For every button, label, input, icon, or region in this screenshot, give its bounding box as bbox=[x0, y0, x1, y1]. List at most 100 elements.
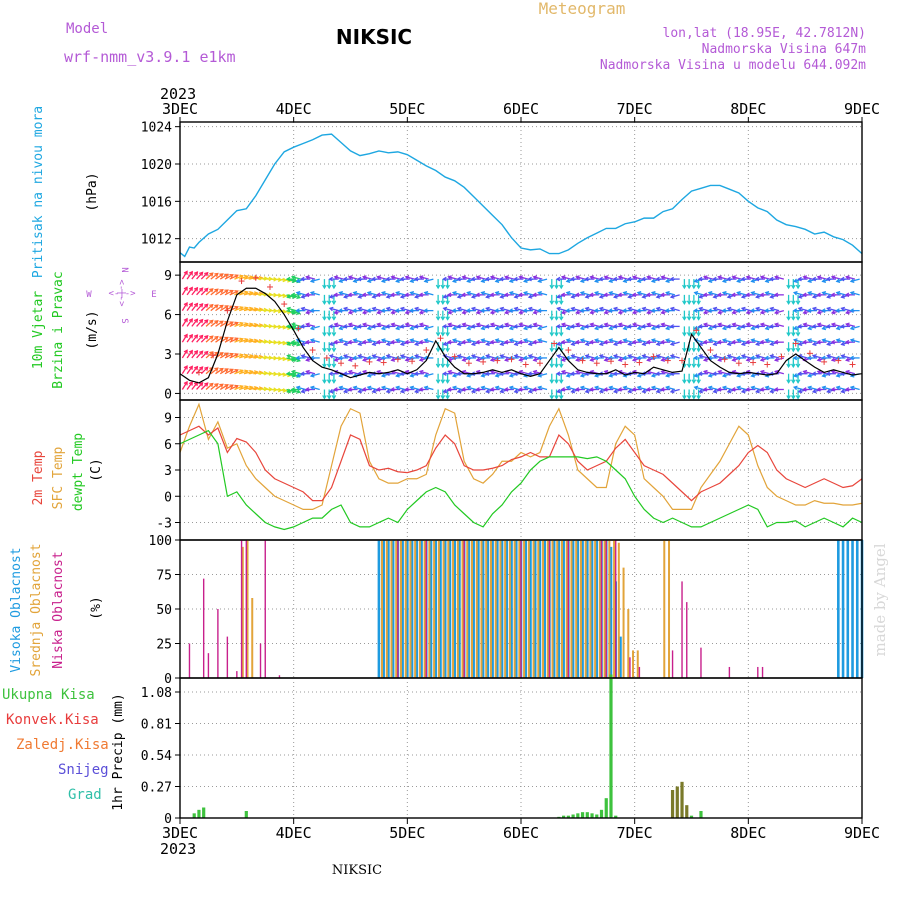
wind-arrowhead bbox=[669, 388, 675, 394]
wind-arrow bbox=[367, 386, 377, 391]
wind-arrowhead bbox=[686, 395, 692, 400]
wind-arrowhead bbox=[802, 292, 807, 298]
wind-arrowhead bbox=[795, 347, 801, 353]
wind-arrowhead bbox=[290, 310, 296, 315]
wind-arrow bbox=[253, 355, 263, 359]
wind-arrowhead bbox=[295, 385, 301, 391]
wind-arrowhead bbox=[584, 276, 589, 282]
wind-arrowhead bbox=[594, 278, 599, 283]
wind-arrowhead bbox=[764, 385, 770, 391]
wind-arrowhead bbox=[840, 388, 845, 394]
wind-arrowhead bbox=[475, 387, 480, 392]
wind-arrow bbox=[708, 386, 718, 391]
wind-arrow bbox=[490, 276, 500, 280]
wind-arrow bbox=[812, 307, 822, 312]
wind-arrowhead bbox=[347, 369, 353, 375]
wind-arrowhead bbox=[835, 290, 841, 296]
wind-arrowhead bbox=[371, 354, 377, 359]
y-tick-label: -3 bbox=[156, 517, 172, 532]
wind-compass: N S W E <-|-> <-|-> bbox=[86, 267, 156, 323]
wind-arrowhead bbox=[527, 354, 533, 359]
wind-arrow bbox=[191, 382, 198, 390]
wind-arrowhead bbox=[693, 308, 698, 313]
wind-arrowhead bbox=[322, 332, 327, 337]
wind-arrow bbox=[296, 386, 306, 391]
wind-arrow bbox=[727, 354, 737, 359]
wind-arrowhead bbox=[352, 355, 357, 361]
wind-arrowhead bbox=[797, 276, 802, 282]
footer-station: NIKSIC bbox=[332, 863, 382, 878]
wind-arrow bbox=[523, 291, 534, 296]
wind-arrowhead bbox=[731, 275, 737, 280]
wind-arrowhead bbox=[792, 308, 798, 313]
wind-arrowhead bbox=[440, 347, 446, 353]
wind-arrowhead bbox=[549, 300, 555, 306]
wind-arrowhead bbox=[295, 278, 301, 283]
wind-arrowhead bbox=[593, 308, 599, 313]
wind-arrow bbox=[760, 323, 770, 328]
wind-arrow bbox=[329, 354, 339, 359]
wind-arrowhead bbox=[646, 357, 651, 362]
wind-arrow bbox=[846, 276, 856, 280]
wind-arrow bbox=[362, 323, 372, 328]
wind-arrowhead bbox=[199, 303, 204, 308]
wind-arrow bbox=[632, 276, 642, 280]
wind-arrowhead bbox=[188, 270, 193, 276]
wind-arrowhead bbox=[395, 373, 400, 378]
wind-arrowhead bbox=[608, 385, 613, 391]
wind-arrowhead bbox=[826, 306, 831, 312]
wind-arrowhead bbox=[466, 325, 471, 331]
wind-arrowhead bbox=[811, 294, 817, 299]
wind-arrow bbox=[238, 386, 248, 391]
wind-arrowhead bbox=[466, 373, 471, 378]
wind-arrowhead bbox=[570, 371, 575, 377]
wind-arrow bbox=[306, 370, 316, 375]
wind-arrowhead bbox=[296, 294, 301, 300]
wind-arrowhead bbox=[371, 388, 377, 394]
wind-arrowhead bbox=[209, 351, 214, 356]
wind-arrowhead bbox=[655, 294, 661, 299]
wind-arrowhead bbox=[440, 284, 446, 290]
wind-arrowhead bbox=[285, 276, 291, 282]
wind-arrowhead bbox=[376, 369, 381, 375]
wind-arrowhead bbox=[697, 276, 703, 282]
wind-arrowhead bbox=[239, 353, 244, 358]
wind-arrowhead bbox=[707, 373, 713, 378]
wind-arrowhead bbox=[646, 275, 651, 280]
wind-arrowhead bbox=[613, 294, 618, 299]
wind-arrow bbox=[803, 323, 813, 328]
wind-arrow bbox=[410, 339, 420, 343]
pressure-units: (hPa) bbox=[85, 172, 100, 211]
wind-arrowhead bbox=[229, 289, 234, 294]
wind-arrow bbox=[215, 383, 224, 391]
wind-arrowhead bbox=[549, 363, 555, 369]
wind-arrow bbox=[576, 323, 586, 328]
wind-arrowhead bbox=[802, 310, 808, 315]
wind-arrowhead bbox=[522, 355, 528, 361]
wind-arrowhead bbox=[565, 338, 571, 343]
wind-arrowhead bbox=[607, 308, 613, 313]
wind-arrowhead bbox=[792, 355, 798, 361]
wind-arrow bbox=[229, 369, 239, 375]
wind-arrow bbox=[737, 386, 747, 391]
wind-arrowhead bbox=[835, 325, 841, 331]
wind-arrow bbox=[599, 307, 609, 312]
wind-arrowhead bbox=[797, 324, 802, 329]
wind-arrowhead bbox=[696, 332, 701, 337]
wind-arrowhead bbox=[821, 385, 827, 391]
wind-arrow bbox=[253, 371, 263, 375]
wind-arrow bbox=[523, 386, 534, 391]
wind-arrowhead bbox=[513, 306, 519, 312]
wind-arrow bbox=[495, 386, 505, 391]
wind-arrow bbox=[296, 339, 306, 343]
wind-arrow bbox=[746, 323, 756, 328]
wind-arrowhead bbox=[440, 395, 446, 400]
wind-arrowhead bbox=[622, 385, 628, 391]
wind-arrow bbox=[765, 291, 775, 296]
wind-arrowhead bbox=[304, 387, 310, 392]
legend-total: Ukupna Kisa bbox=[2, 687, 95, 703]
wind-arrowhead bbox=[380, 385, 386, 391]
wind-arrowhead bbox=[791, 316, 796, 321]
wind-arrowhead bbox=[750, 308, 755, 313]
